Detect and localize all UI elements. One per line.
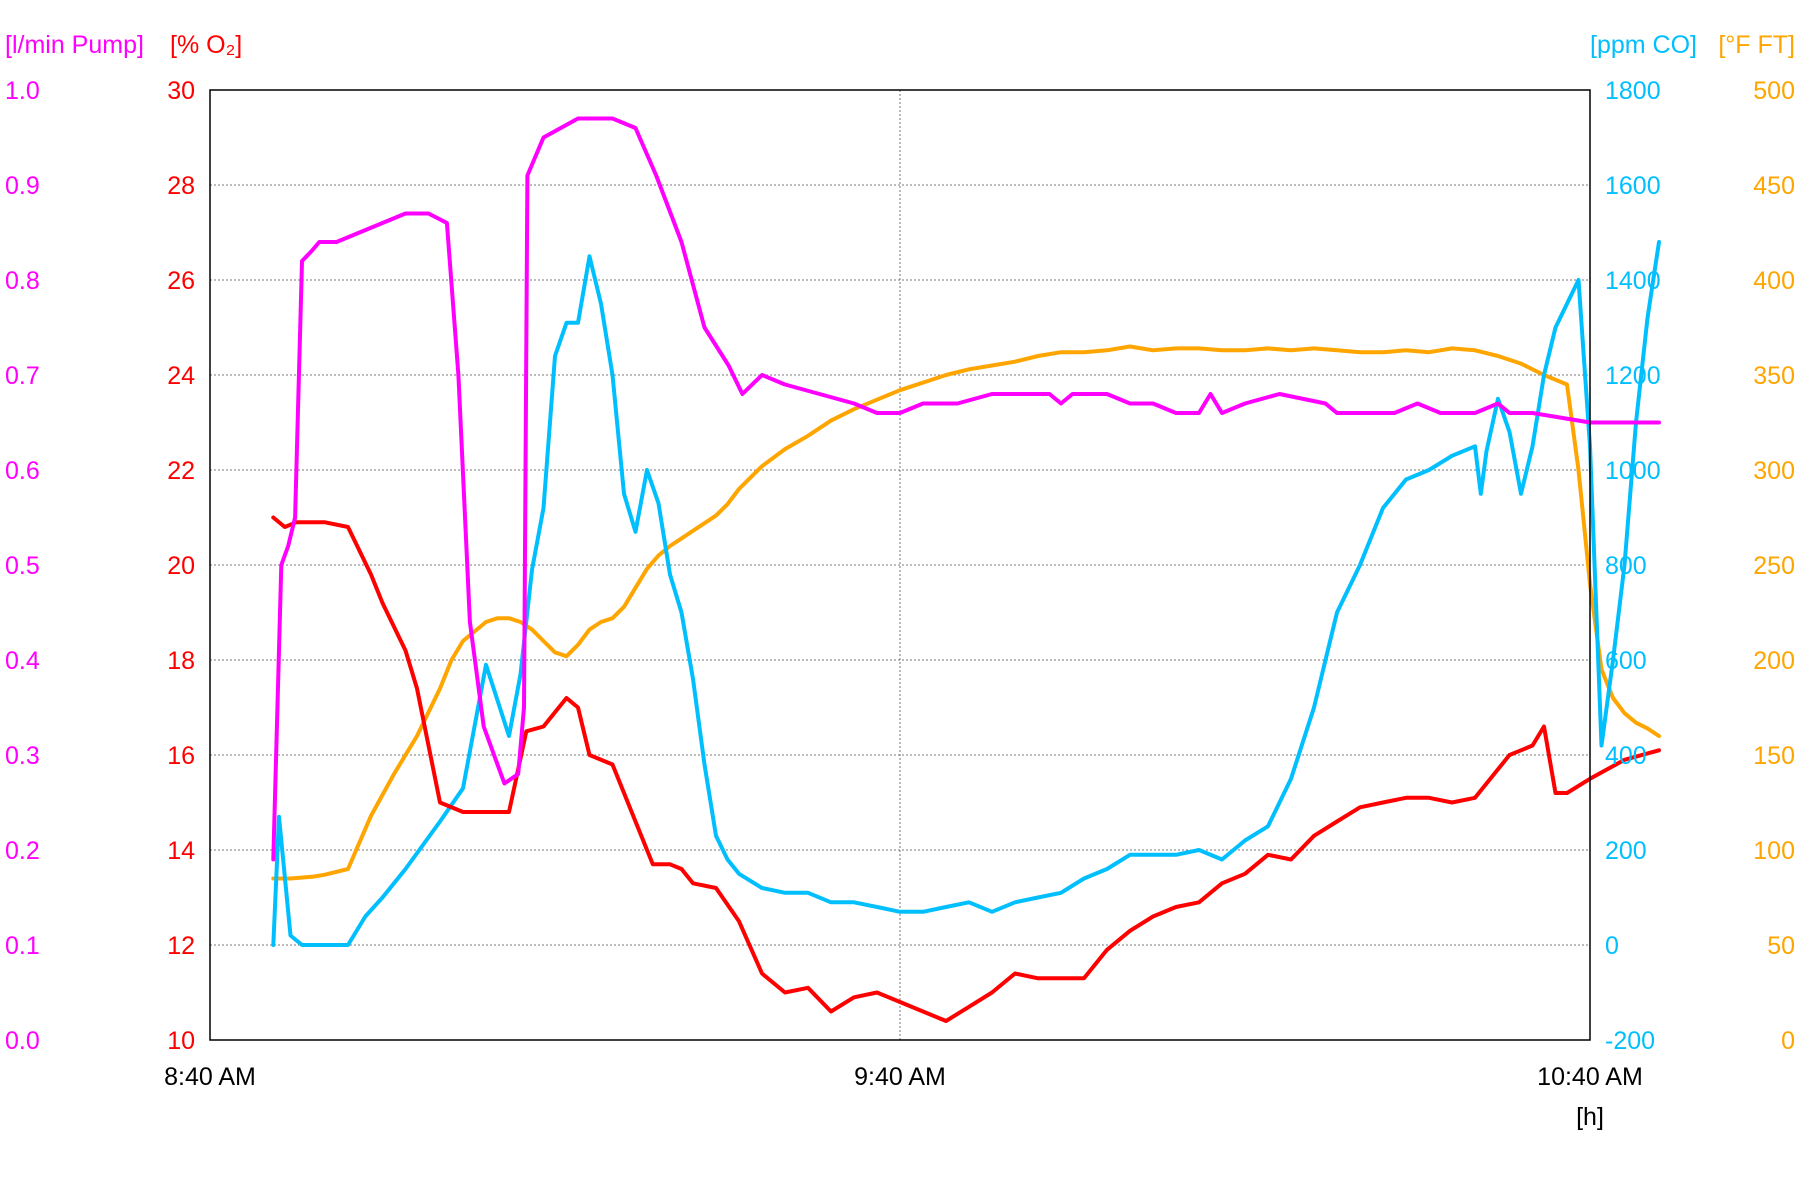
grid-lines <box>210 90 1590 1040</box>
o2-axis-tick-label: 22 <box>167 457 195 485</box>
o2-axis-tick-label: 24 <box>167 362 195 390</box>
series-layer <box>271 116 1661 1023</box>
co-axis-tick-label: 1200 <box>1605 362 1661 390</box>
ft-axis-tick-label: 400 <box>1753 267 1795 295</box>
pump-axis-tick-label: 0.6 <box>5 457 40 485</box>
ft-axis-tick-label: 300 <box>1753 457 1795 485</box>
pump-axis-tick-label: 0.1 <box>5 932 40 960</box>
pump-axis-tick-label: 0.3 <box>5 742 40 770</box>
ft-axis-tick-label: 450 <box>1753 172 1795 200</box>
co-axis-tick-label: 1600 <box>1605 172 1661 200</box>
x-axis-tick-label: 10:40 AM <box>1537 1063 1643 1091</box>
pump-axis-tick-label: 0.2 <box>5 837 40 865</box>
ft-axis-label: [°F FT] <box>1718 31 1795 59</box>
pump-axis-label: [l/min Pump] <box>5 31 144 59</box>
tick-labels: 0.0 0.1 0.2 0.3 0.4 0.5 0.6 0.7 0.8 0.9 1.0 10 12 14 1… <box>5 77 1795 1091</box>
pump-axis-tick-label: 0.9 <box>5 172 40 200</box>
co-axis-tick-label: 800 <box>1605 552 1647 580</box>
o2-axis-tick-label: 18 <box>167 647 195 675</box>
o2-axis-tick-label: 16 <box>167 742 195 770</box>
x-axis-tick-label: 8:40 AM <box>164 1063 256 1091</box>
o2-axis-tick-label: 10 <box>167 1027 195 1055</box>
co-axis-tick-label: 1800 <box>1605 77 1661 105</box>
ft-axis-tick-label: 150 <box>1753 742 1795 770</box>
pump-axis-tick-label: 0.0 <box>5 1027 40 1055</box>
o2-axis-tick-label: 30 <box>167 77 195 105</box>
pump-axis-tick-label: 0.4 <box>5 647 40 675</box>
co-axis-tick-label: 400 <box>1605 742 1647 770</box>
co-axis-tick-label: 1400 <box>1605 267 1661 295</box>
x-axis-tick-label: 9:40 AM <box>854 1063 946 1091</box>
o2-axis-tick-label: 26 <box>167 267 195 295</box>
o2-axis-tick-label: 28 <box>167 172 195 200</box>
co-axis-tick-label: 200 <box>1605 837 1647 865</box>
pump-axis-tick-label: 0.5 <box>5 552 40 580</box>
ft-axis-tick-label: 0 <box>1781 1027 1795 1055</box>
co-axis-tick-label: -200 <box>1605 1027 1655 1055</box>
co-axis-label: [ppm CO] <box>1590 31 1697 59</box>
ft-axis-tick-label: 500 <box>1753 77 1795 105</box>
ft-axis-tick-label: 50 <box>1767 932 1795 960</box>
plot-frame <box>209 89 1591 1041</box>
pump-axis-tick-label: 0.8 <box>5 267 40 295</box>
pump-axis-tick-label: 1.0 <box>5 77 40 105</box>
series-line-o2 <box>271 515 1661 1023</box>
co-axis-tick-label: 0 <box>1605 932 1619 960</box>
ft-axis-tick-label: 250 <box>1753 552 1795 580</box>
ft-axis-tick-label: 100 <box>1753 837 1795 865</box>
x-axis-unit-label: [h] <box>1576 1103 1604 1131</box>
ft-axis-tick-label: 350 <box>1753 362 1795 390</box>
o2-axis-tick-label: 12 <box>167 932 195 960</box>
co-axis-tick-label: 1000 <box>1605 457 1661 485</box>
series-line-pump <box>271 116 1661 862</box>
o2-axis-tick-label: 14 <box>167 837 195 865</box>
pump-axis-tick-label: 0.7 <box>5 362 40 390</box>
ft-axis-tick-label: 200 <box>1753 647 1795 675</box>
co-axis-tick-label: 600 <box>1605 647 1647 675</box>
o2-axis-label: [% O₂] <box>170 31 242 59</box>
o2-axis-tick-label: 20 <box>167 552 195 580</box>
series-line-ft <box>271 344 1661 881</box>
